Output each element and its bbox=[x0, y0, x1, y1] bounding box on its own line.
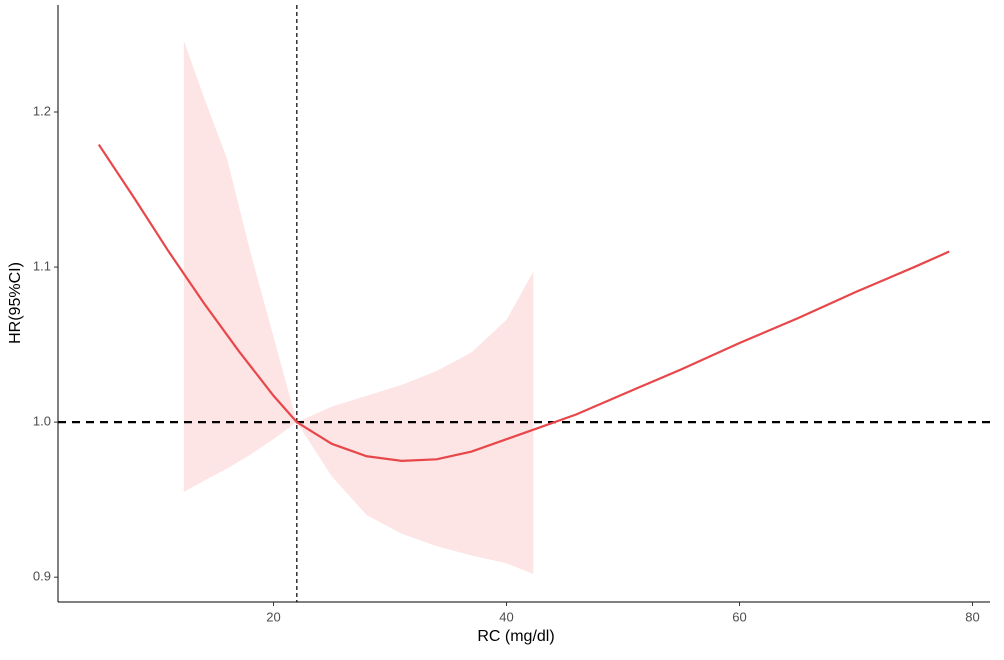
confidence-band bbox=[183, 40, 534, 575]
x-tick-label: 80 bbox=[965, 609, 979, 624]
x-tick-label: 60 bbox=[732, 609, 746, 624]
y-tick-label: 0.9 bbox=[33, 569, 51, 584]
x-tick-label: 40 bbox=[499, 609, 513, 624]
x-tick-label: 20 bbox=[266, 609, 280, 624]
y-tick-label: 1.2 bbox=[33, 103, 51, 118]
y-tick-label: 1.1 bbox=[33, 258, 51, 273]
y-tick-label: 1.0 bbox=[33, 414, 51, 429]
y-axis-title: HR(95%CI) bbox=[7, 262, 24, 344]
x-axis-title: RC (mg/dl) bbox=[477, 628, 554, 645]
line bbox=[97, 143, 950, 462]
